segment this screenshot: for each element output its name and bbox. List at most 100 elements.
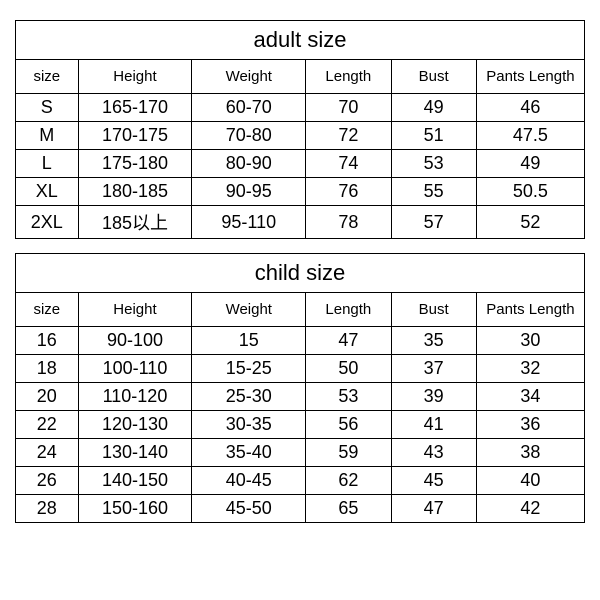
table-cell: 40 — [476, 467, 584, 495]
table-cell: 46 — [476, 94, 584, 122]
table-cell: 110-120 — [78, 383, 192, 411]
table-cell: 40-45 — [192, 467, 306, 495]
table-cell: 185以上 — [78, 206, 192, 239]
table-row: 18100-11015-25503732 — [16, 355, 585, 383]
col-header-pants: Pants Length — [476, 60, 584, 94]
table-cell: 35-40 — [192, 439, 306, 467]
table-cell: 53 — [391, 150, 476, 178]
col-header-size: size — [16, 60, 79, 94]
table-cell: 34 — [476, 383, 584, 411]
table-cell: 45-50 — [192, 495, 306, 523]
table-row: 26140-15040-45624540 — [16, 467, 585, 495]
table-cell: 30 — [476, 327, 584, 355]
adult-table-title: adult size — [16, 21, 585, 60]
table-cell: 80-90 — [192, 150, 306, 178]
table-cell: 22 — [16, 411, 79, 439]
table-cell: 30-35 — [192, 411, 306, 439]
table-cell: 36 — [476, 411, 584, 439]
col-header-height: Height — [78, 60, 192, 94]
table-cell: 47.5 — [476, 122, 584, 150]
table-row: 20110-12025-30533934 — [16, 383, 585, 411]
table-cell: 90-95 — [192, 178, 306, 206]
table-cell: 62 — [306, 467, 391, 495]
table-cell: 74 — [306, 150, 391, 178]
table-cell: 37 — [391, 355, 476, 383]
table-cell: 65 — [306, 495, 391, 523]
table-cell: 52 — [476, 206, 584, 239]
table-cell: 49 — [391, 94, 476, 122]
adult-size-table: adult size size Height Weight Length Bus… — [15, 20, 585, 239]
table-cell: 43 — [391, 439, 476, 467]
col-header-weight: Weight — [192, 293, 306, 327]
table-cell: 42 — [476, 495, 584, 523]
table-cell: 90-100 — [78, 327, 192, 355]
col-header-length: Length — [306, 293, 391, 327]
table-row: 22120-13030-35564136 — [16, 411, 585, 439]
table-cell: 26 — [16, 467, 79, 495]
table-cell: M — [16, 122, 79, 150]
table-cell: 55 — [391, 178, 476, 206]
table-row: 1690-10015473530 — [16, 327, 585, 355]
table-cell: 165-170 — [78, 94, 192, 122]
table-cell: 24 — [16, 439, 79, 467]
table-cell: 38 — [476, 439, 584, 467]
table-cell: L — [16, 150, 79, 178]
table-cell: 170-175 — [78, 122, 192, 150]
table-cell: 15 — [192, 327, 306, 355]
table-cell: 59 — [306, 439, 391, 467]
child-header-row: size Height Weight Length Bust Pants Len… — [16, 293, 585, 327]
table-cell: 78 — [306, 206, 391, 239]
table-cell: 70 — [306, 94, 391, 122]
table-cell: 60-70 — [192, 94, 306, 122]
table-cell: 180-185 — [78, 178, 192, 206]
table-row: XL180-18590-95765550.5 — [16, 178, 585, 206]
table-cell: 57 — [391, 206, 476, 239]
table-cell: 45 — [391, 467, 476, 495]
table-cell: 130-140 — [78, 439, 192, 467]
table-cell: 50 — [306, 355, 391, 383]
adult-table-body: S165-17060-70704946M170-17570-80725147.5… — [16, 94, 585, 239]
table-row: M170-17570-80725147.5 — [16, 122, 585, 150]
col-header-size: size — [16, 293, 79, 327]
table-cell: 16 — [16, 327, 79, 355]
table-row: 28150-16045-50654742 — [16, 495, 585, 523]
table-cell: 28 — [16, 495, 79, 523]
table-cell: 95-110 — [192, 206, 306, 239]
table-cell: 35 — [391, 327, 476, 355]
table-row: S165-17060-70704946 — [16, 94, 585, 122]
table-cell: 56 — [306, 411, 391, 439]
table-cell: S — [16, 94, 79, 122]
table-cell: 70-80 — [192, 122, 306, 150]
table-cell: XL — [16, 178, 79, 206]
child-size-table: child size size Height Weight Length Bus… — [15, 253, 585, 523]
table-cell: 41 — [391, 411, 476, 439]
table-row: L175-18080-90745349 — [16, 150, 585, 178]
table-cell: 100-110 — [78, 355, 192, 383]
adult-header-row: size Height Weight Length Bust Pants Len… — [16, 60, 585, 94]
table-cell: 47 — [306, 327, 391, 355]
col-header-bust: Bust — [391, 60, 476, 94]
table-cell: 120-130 — [78, 411, 192, 439]
child-table-title: child size — [16, 254, 585, 293]
table-cell: 53 — [306, 383, 391, 411]
table-cell: 47 — [391, 495, 476, 523]
col-header-length: Length — [306, 60, 391, 94]
table-cell: 150-160 — [78, 495, 192, 523]
child-table-body: 1690-1001547353018100-11015-255037322011… — [16, 327, 585, 523]
table-cell: 18 — [16, 355, 79, 383]
table-cell: 50.5 — [476, 178, 584, 206]
table-cell: 15-25 — [192, 355, 306, 383]
table-cell: 140-150 — [78, 467, 192, 495]
table-cell: 39 — [391, 383, 476, 411]
table-cell: 20 — [16, 383, 79, 411]
col-header-pants: Pants Length — [476, 293, 584, 327]
table-cell: 25-30 — [192, 383, 306, 411]
table-row: 24130-14035-40594338 — [16, 439, 585, 467]
col-header-weight: Weight — [192, 60, 306, 94]
table-row: 2XL185以上95-110785752 — [16, 206, 585, 239]
col-header-bust: Bust — [391, 293, 476, 327]
table-cell: 175-180 — [78, 150, 192, 178]
table-cell: 49 — [476, 150, 584, 178]
table-cell: 76 — [306, 178, 391, 206]
col-header-height: Height — [78, 293, 192, 327]
